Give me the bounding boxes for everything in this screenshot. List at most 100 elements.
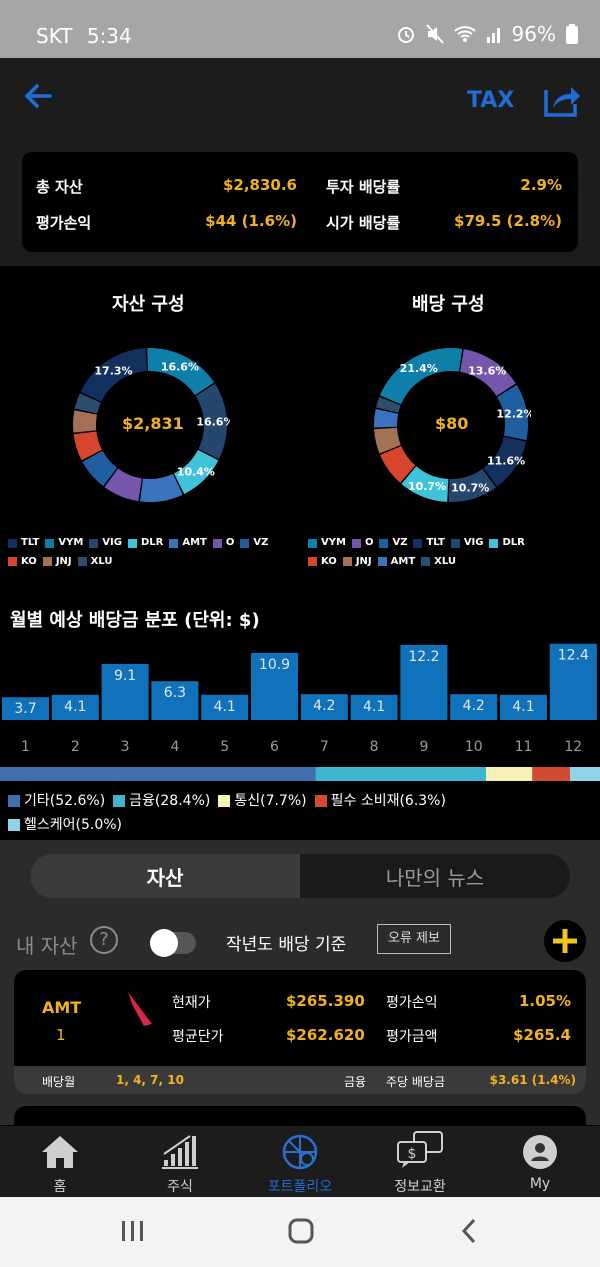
home-button-icon[interactable] bbox=[287, 1217, 315, 1245]
pnl-label: 평가손익 bbox=[36, 214, 92, 232]
nav-portfolio-label: 포트폴리오 bbox=[267, 1179, 333, 1195]
battery-text: 96% bbox=[511, 22, 556, 46]
donut-slice-tlt bbox=[483, 436, 527, 487]
dividend-composition-title: 배당 구성 bbox=[412, 294, 485, 315]
donut-label-dlr: 10.7% bbox=[408, 480, 446, 493]
donut-slice-xlu bbox=[376, 396, 401, 413]
nav-my[interactable]: My bbox=[480, 1126, 600, 1198]
tax-button[interactable]: TAX bbox=[467, 88, 515, 113]
signal-icon bbox=[486, 28, 500, 43]
legend-swatch bbox=[351, 538, 361, 548]
tab-my-news[interactable]: 나만의 뉴스 bbox=[385, 865, 485, 890]
app-bar: TAX bbox=[0, 58, 600, 140]
sector-segment-4 bbox=[570, 767, 600, 781]
current-price-label: 현재가 bbox=[172, 995, 211, 1011]
donut-slice-o bbox=[104, 468, 142, 502]
holding-card[interactable]: AMT 1 현재가 $265.390 평가손익 1.05% 평균단가 $262.… bbox=[14, 970, 586, 1094]
donut-slice-xlu bbox=[74, 393, 101, 414]
share-icon[interactable] bbox=[543, 82, 581, 118]
bar-value-label: 6.3 bbox=[164, 685, 186, 701]
tab-assets[interactable]: 자산 bbox=[30, 854, 300, 898]
legend-swatch bbox=[314, 795, 327, 807]
sector-legend-label: 필수 소비재(6.3%) bbox=[330, 793, 446, 809]
legend-item-xlu: XLU bbox=[421, 554, 456, 570]
eval-amount-label: 평가금액 bbox=[386, 1029, 438, 1045]
nav-stocks-label: 주식 bbox=[167, 1179, 193, 1195]
donut-label-vig: 16.6% bbox=[196, 415, 230, 428]
donut-slice-jnj bbox=[374, 427, 401, 454]
legend-label: VYM bbox=[321, 537, 346, 548]
nav-stocks[interactable]: 주식 bbox=[120, 1126, 240, 1198]
market-yield-value: $79.5 (2.8%) bbox=[454, 212, 562, 230]
nav-my-label: My bbox=[529, 1176, 551, 1192]
sector-legend-label: 금융(28.4%) bbox=[129, 793, 211, 809]
pnl-value: $44 (1.6%) bbox=[205, 212, 297, 230]
legend-swatch bbox=[77, 557, 87, 566]
donut-label-vym: 21.4% bbox=[400, 362, 438, 375]
asset-composition-title: 자산 구성 bbox=[112, 294, 185, 315]
bar-month-10 bbox=[450, 694, 498, 720]
asset-composition-donut: 17.3% 16.6% 16.6% 10.4% bbox=[73, 348, 230, 502]
month-tick-label: 11 bbox=[515, 739, 533, 755]
legend-label: KO bbox=[21, 555, 37, 567]
legend-swatch bbox=[489, 538, 499, 548]
nav-home[interactable]: 홈 bbox=[0, 1126, 120, 1198]
donut-label-tlt: 17.3% bbox=[94, 365, 132, 378]
segment-tabs: 자산 나만의 뉴스 bbox=[30, 854, 570, 898]
legend-swatch bbox=[8, 819, 20, 831]
legend-item-tlt: TLT bbox=[413, 535, 445, 551]
donut-slice-ko bbox=[73, 431, 103, 461]
legend-label: XLU bbox=[434, 555, 456, 567]
invest-yield-value: 2.9% bbox=[520, 176, 562, 194]
legend-label: AMT bbox=[390, 555, 416, 567]
help-icon[interactable]: ? bbox=[90, 926, 118, 954]
legend-label: XLU bbox=[90, 555, 113, 567]
recent-apps-icon[interactable] bbox=[120, 1219, 146, 1243]
legend-swatch bbox=[308, 557, 317, 566]
legend-item-ko: KO bbox=[8, 554, 37, 570]
holdings-section: 자산 나만의 뉴스 내 자산 ? 작년도 배당 기준 오류 제보 AMT 1 현… bbox=[0, 840, 600, 1136]
div-month-label: 배당월 bbox=[42, 1075, 76, 1089]
home-icon bbox=[42, 1136, 78, 1168]
donut-label-dlr: 10.4% bbox=[177, 466, 215, 479]
legend-swatch bbox=[212, 538, 222, 548]
legend-swatch bbox=[377, 557, 387, 566]
legend-item-jnj: JNJ bbox=[42, 554, 72, 570]
nav-portfolio[interactable]: 포트폴리오 bbox=[240, 1126, 360, 1198]
bar-month-3 bbox=[101, 664, 149, 720]
sector-legend-item: 헬스케어(5.0%) bbox=[8, 814, 122, 836]
legend-label: VIG bbox=[102, 537, 122, 548]
legend-label: VZ bbox=[392, 537, 408, 548]
sector-segment-2 bbox=[486, 767, 533, 781]
month-tick-label: 10 bbox=[465, 739, 483, 755]
market-yield-label: 시가 배당률 bbox=[326, 214, 401, 232]
month-tick-label: 3 bbox=[121, 739, 130, 755]
clock: 5:34 bbox=[86, 24, 132, 48]
report-error-button[interactable]: 오류 제보 bbox=[377, 924, 451, 954]
month-tick-label: 4 bbox=[170, 739, 179, 755]
legend-swatch bbox=[45, 538, 55, 548]
legend-item-dlr: DLR bbox=[489, 535, 525, 551]
sector-legend-label: 헬스케어(5.0%) bbox=[24, 817, 123, 833]
summary-card: 총 자산 $2,830.6 투자 배당률 2.9% 평가손익 $44 (1.6%… bbox=[22, 152, 578, 252]
legend-swatch bbox=[113, 795, 126, 807]
donut-slice-dlr bbox=[401, 466, 449, 502]
legend-item-tlt: TLT bbox=[8, 535, 39, 551]
legend-item-vig: VIG bbox=[89, 535, 122, 551]
donut-slice-o bbox=[460, 349, 516, 396]
dividend-legend: VYM O VZ TLT VIG DLR KO JNJ AMT XLU bbox=[308, 535, 548, 572]
dps-value: $3.61 (1.4%) bbox=[489, 1073, 576, 1087]
legend-item-vym: VYM bbox=[308, 535, 346, 551]
back-button-icon[interactable] bbox=[458, 1217, 482, 1245]
legend-swatch bbox=[413, 538, 423, 548]
holding-pnl-value: 1.05% bbox=[518, 992, 571, 1010]
nav-community[interactable]: $ 정보교환 bbox=[360, 1126, 480, 1198]
add-holding-icon[interactable] bbox=[544, 920, 586, 962]
back-arrow-icon[interactable] bbox=[22, 80, 54, 112]
last-year-basis-toggle[interactable] bbox=[150, 929, 196, 957]
legend-item-o: O bbox=[212, 535, 234, 551]
month-tick-label: 1 bbox=[21, 739, 30, 755]
legend-swatch bbox=[8, 538, 17, 548]
donut-slice-vz bbox=[82, 450, 118, 487]
bar-value-label: 3.7 bbox=[14, 701, 36, 717]
